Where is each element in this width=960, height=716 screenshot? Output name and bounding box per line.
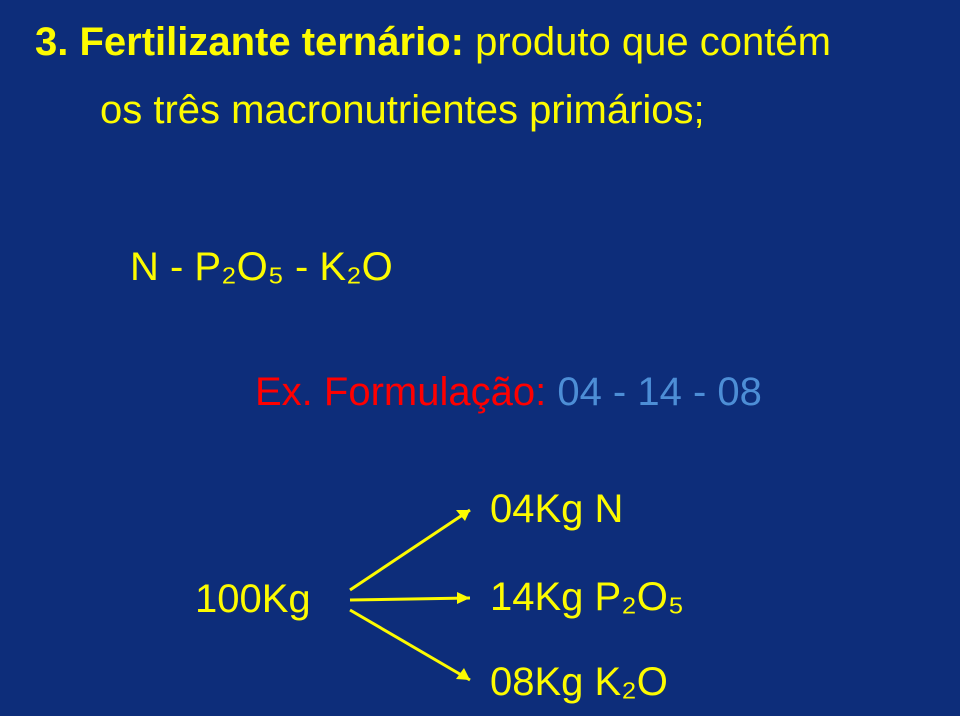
formula-symbols: N - P₂O₅ - K₂O <box>130 245 393 290</box>
example-line: Ex. Formulação: 04 - 14 - 08 <box>255 370 762 415</box>
arrow-line <box>350 510 470 590</box>
example-value: 04 - 14 - 08 <box>557 370 762 414</box>
breakdown-item-2: 14Kg P₂O₅ <box>490 575 684 620</box>
breakdown-item-1: 04Kg N <box>490 487 623 532</box>
title-line-2-text: os três macronutrientes primários; <box>100 88 705 132</box>
formula-symbols-text: N - P₂O₅ - K₂O <box>130 245 393 289</box>
title-line-2: os três macronutrientes primários; <box>100 88 705 133</box>
breakdown-item-2-text: 14Kg P₂O₅ <box>490 575 684 619</box>
example-label: Ex. Formulação: <box>255 370 557 414</box>
title-bold: 3. Fertilizante ternário: <box>35 20 464 64</box>
arrow-head <box>457 592 470 604</box>
breakdown-base-text: 100Kg <box>195 577 311 621</box>
arrow-line <box>350 598 470 600</box>
slide: 3. Fertilizante ternário: produto que co… <box>0 0 960 716</box>
breakdown-base: 100Kg <box>195 577 311 622</box>
breakdown-item-1-text: 04Kg N <box>490 487 623 531</box>
breakdown-item-3: 08Kg K₂O <box>490 660 668 705</box>
title-rest: produto que contém <box>464 20 831 64</box>
title-line-1: 3. Fertilizante ternário: produto que co… <box>35 20 831 65</box>
arrow-head <box>456 668 470 680</box>
breakdown-item-3-text: 08Kg K₂O <box>490 660 668 704</box>
arrow-head <box>456 510 470 521</box>
arrow-line <box>350 610 470 680</box>
